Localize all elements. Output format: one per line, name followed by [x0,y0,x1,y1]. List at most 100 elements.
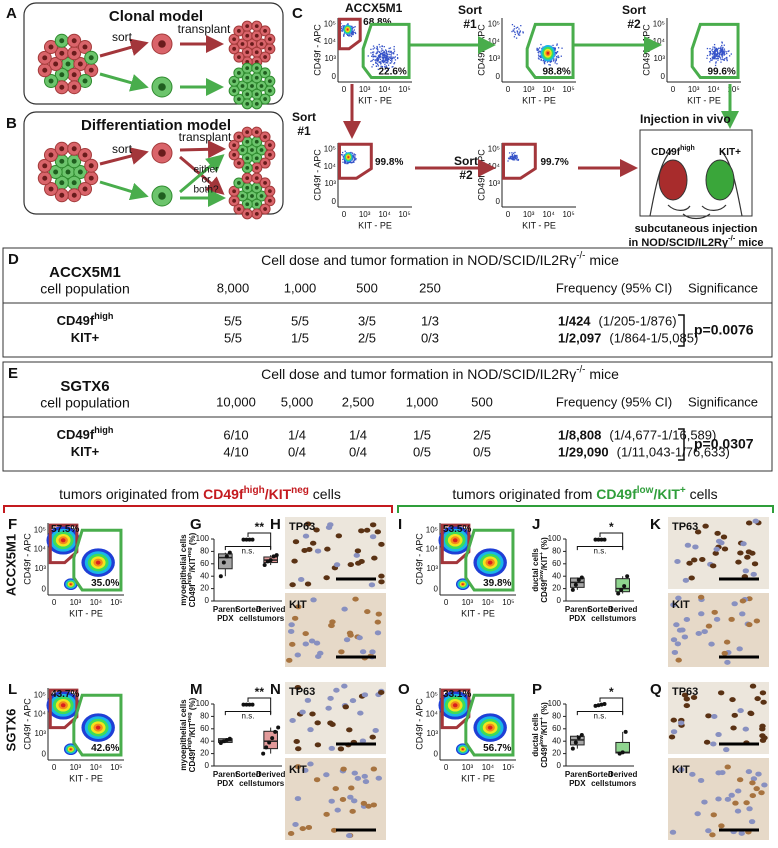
data-point [264,745,269,750]
nucleus [675,595,682,601]
cell-nucleus [48,186,54,192]
event-dot [342,158,344,161]
x-tick-label: 10³ [359,210,371,219]
nucleus [675,657,682,663]
nucleus [718,823,725,829]
nucleus [737,550,744,556]
x-tick-label: cells [591,779,609,788]
nucleus [760,699,767,705]
event-dot [517,158,520,161]
panel-label: C [292,5,303,22]
nucleus [734,808,742,814]
event-dot [381,45,383,47]
data-point [227,550,232,555]
nucleus [335,533,343,539]
sort-step: #1 [297,124,311,138]
x-tick-label: 10⁴ [542,85,555,94]
column-header: Frequency (95% CI) [556,394,672,409]
event-dot [713,43,716,46]
event-dot [391,61,393,63]
nucleus [297,576,305,582]
cell-nucleus [245,165,250,170]
annotation: Injection in vivo [640,112,731,126]
nucleus [323,811,330,817]
event-dot [387,58,390,60]
event-dot [342,25,344,27]
event-dot [514,159,516,161]
cell-nucleus [158,83,166,91]
event-dot [720,53,722,55]
cell-nucleus [59,158,65,164]
event-dot [371,59,373,62]
event-dot [393,62,396,64]
nucleus [314,548,322,554]
nucleus [340,766,347,772]
significance: ** [255,685,265,699]
nucleus [755,771,762,777]
y-axis-label-part: (%) [188,532,197,547]
group-title-part: cells [309,486,341,502]
data-point [218,741,223,746]
cell-nucleus [240,194,245,198]
nucleus [324,546,331,552]
nucleus [364,609,371,615]
event-dot [387,64,390,66]
event-dot [516,159,518,161]
column-header: Significance [688,280,758,295]
cell-nucleus [42,55,48,61]
gate [690,22,740,80]
event-dot [385,61,388,64]
nucleus [705,623,713,629]
cell-nucleus [59,84,65,90]
x-tick-label: 0 [52,763,57,772]
event-dot [342,156,344,158]
event-dot [720,61,722,63]
event-dot [728,50,730,52]
event-dot [721,41,723,43]
data-point [596,703,601,708]
x-tick-label: 10³ [688,85,700,94]
event-dot [344,150,346,152]
nucleus [295,604,302,610]
y-tick-label: 10³ [653,54,665,63]
panel-label: F [8,516,17,533]
nucleus [683,616,691,622]
event-dot [382,49,384,52]
event-dot [382,51,384,54]
event-dot [340,154,343,156]
event-dot [383,50,385,53]
event-dot [706,47,709,50]
event-dot [352,155,355,157]
nucleus [354,775,362,781]
nucleus [313,640,321,646]
gate [361,22,411,80]
y-axis-label-part: myoepithelial cells [179,534,188,606]
x-axis-label: KIT - PE [69,773,103,783]
event-dot [387,60,389,62]
data-point [596,537,601,542]
event-dot [341,30,344,32]
gate [72,693,123,757]
gate-percent: 68.8% [363,17,391,28]
data-point [268,558,273,563]
event-dot [709,50,712,53]
event-dot [394,59,397,61]
event-dot [723,48,726,50]
event-dot [553,60,555,62]
gate-percent: 56.7% [483,743,511,754]
event-dot [391,52,393,55]
event-dot [713,57,715,60]
nucleus [369,649,376,655]
nucleus [370,802,377,808]
group-title-part: CD49f [596,486,637,502]
data-point [241,537,246,542]
density [95,725,101,730]
y-tick-label: 10³ [324,179,336,188]
nucleus [735,788,742,794]
cell-nucleus [267,46,272,51]
cell-nucleus [71,146,77,152]
cell-nucleus [237,161,241,166]
event-dot [722,59,725,61]
nucleus [759,737,767,743]
event-dot [515,157,517,159]
